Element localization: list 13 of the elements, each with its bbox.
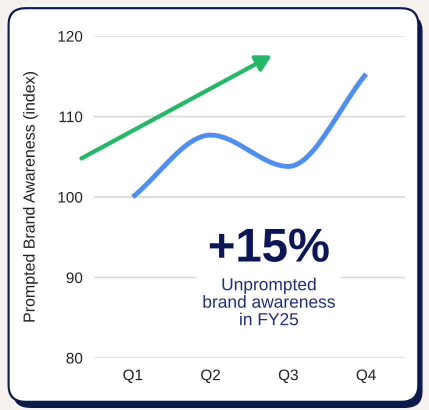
x-tick-label: Q2 (201, 369, 220, 383)
y-tick-label: 110 (60, 111, 82, 122)
y-tick-label: 80 (66, 352, 82, 364)
annotation: +15% (210, 228, 329, 262)
annotation: Unprompted brand awareness in FY25 (203, 278, 335, 326)
y-axis-title: Prompted Brand Awareness (index) (23, 72, 38, 322)
x-tick-label: Q1 (123, 369, 142, 383)
y-tick-label: 90 (66, 272, 82, 284)
y-tick-label: 100 (58, 192, 82, 203)
line-series (130, 71, 369, 200)
y-tick-label: 120 (58, 30, 82, 42)
x-tick-label: Q4 (356, 369, 376, 383)
x-tick-label: Q3 (278, 369, 298, 383)
